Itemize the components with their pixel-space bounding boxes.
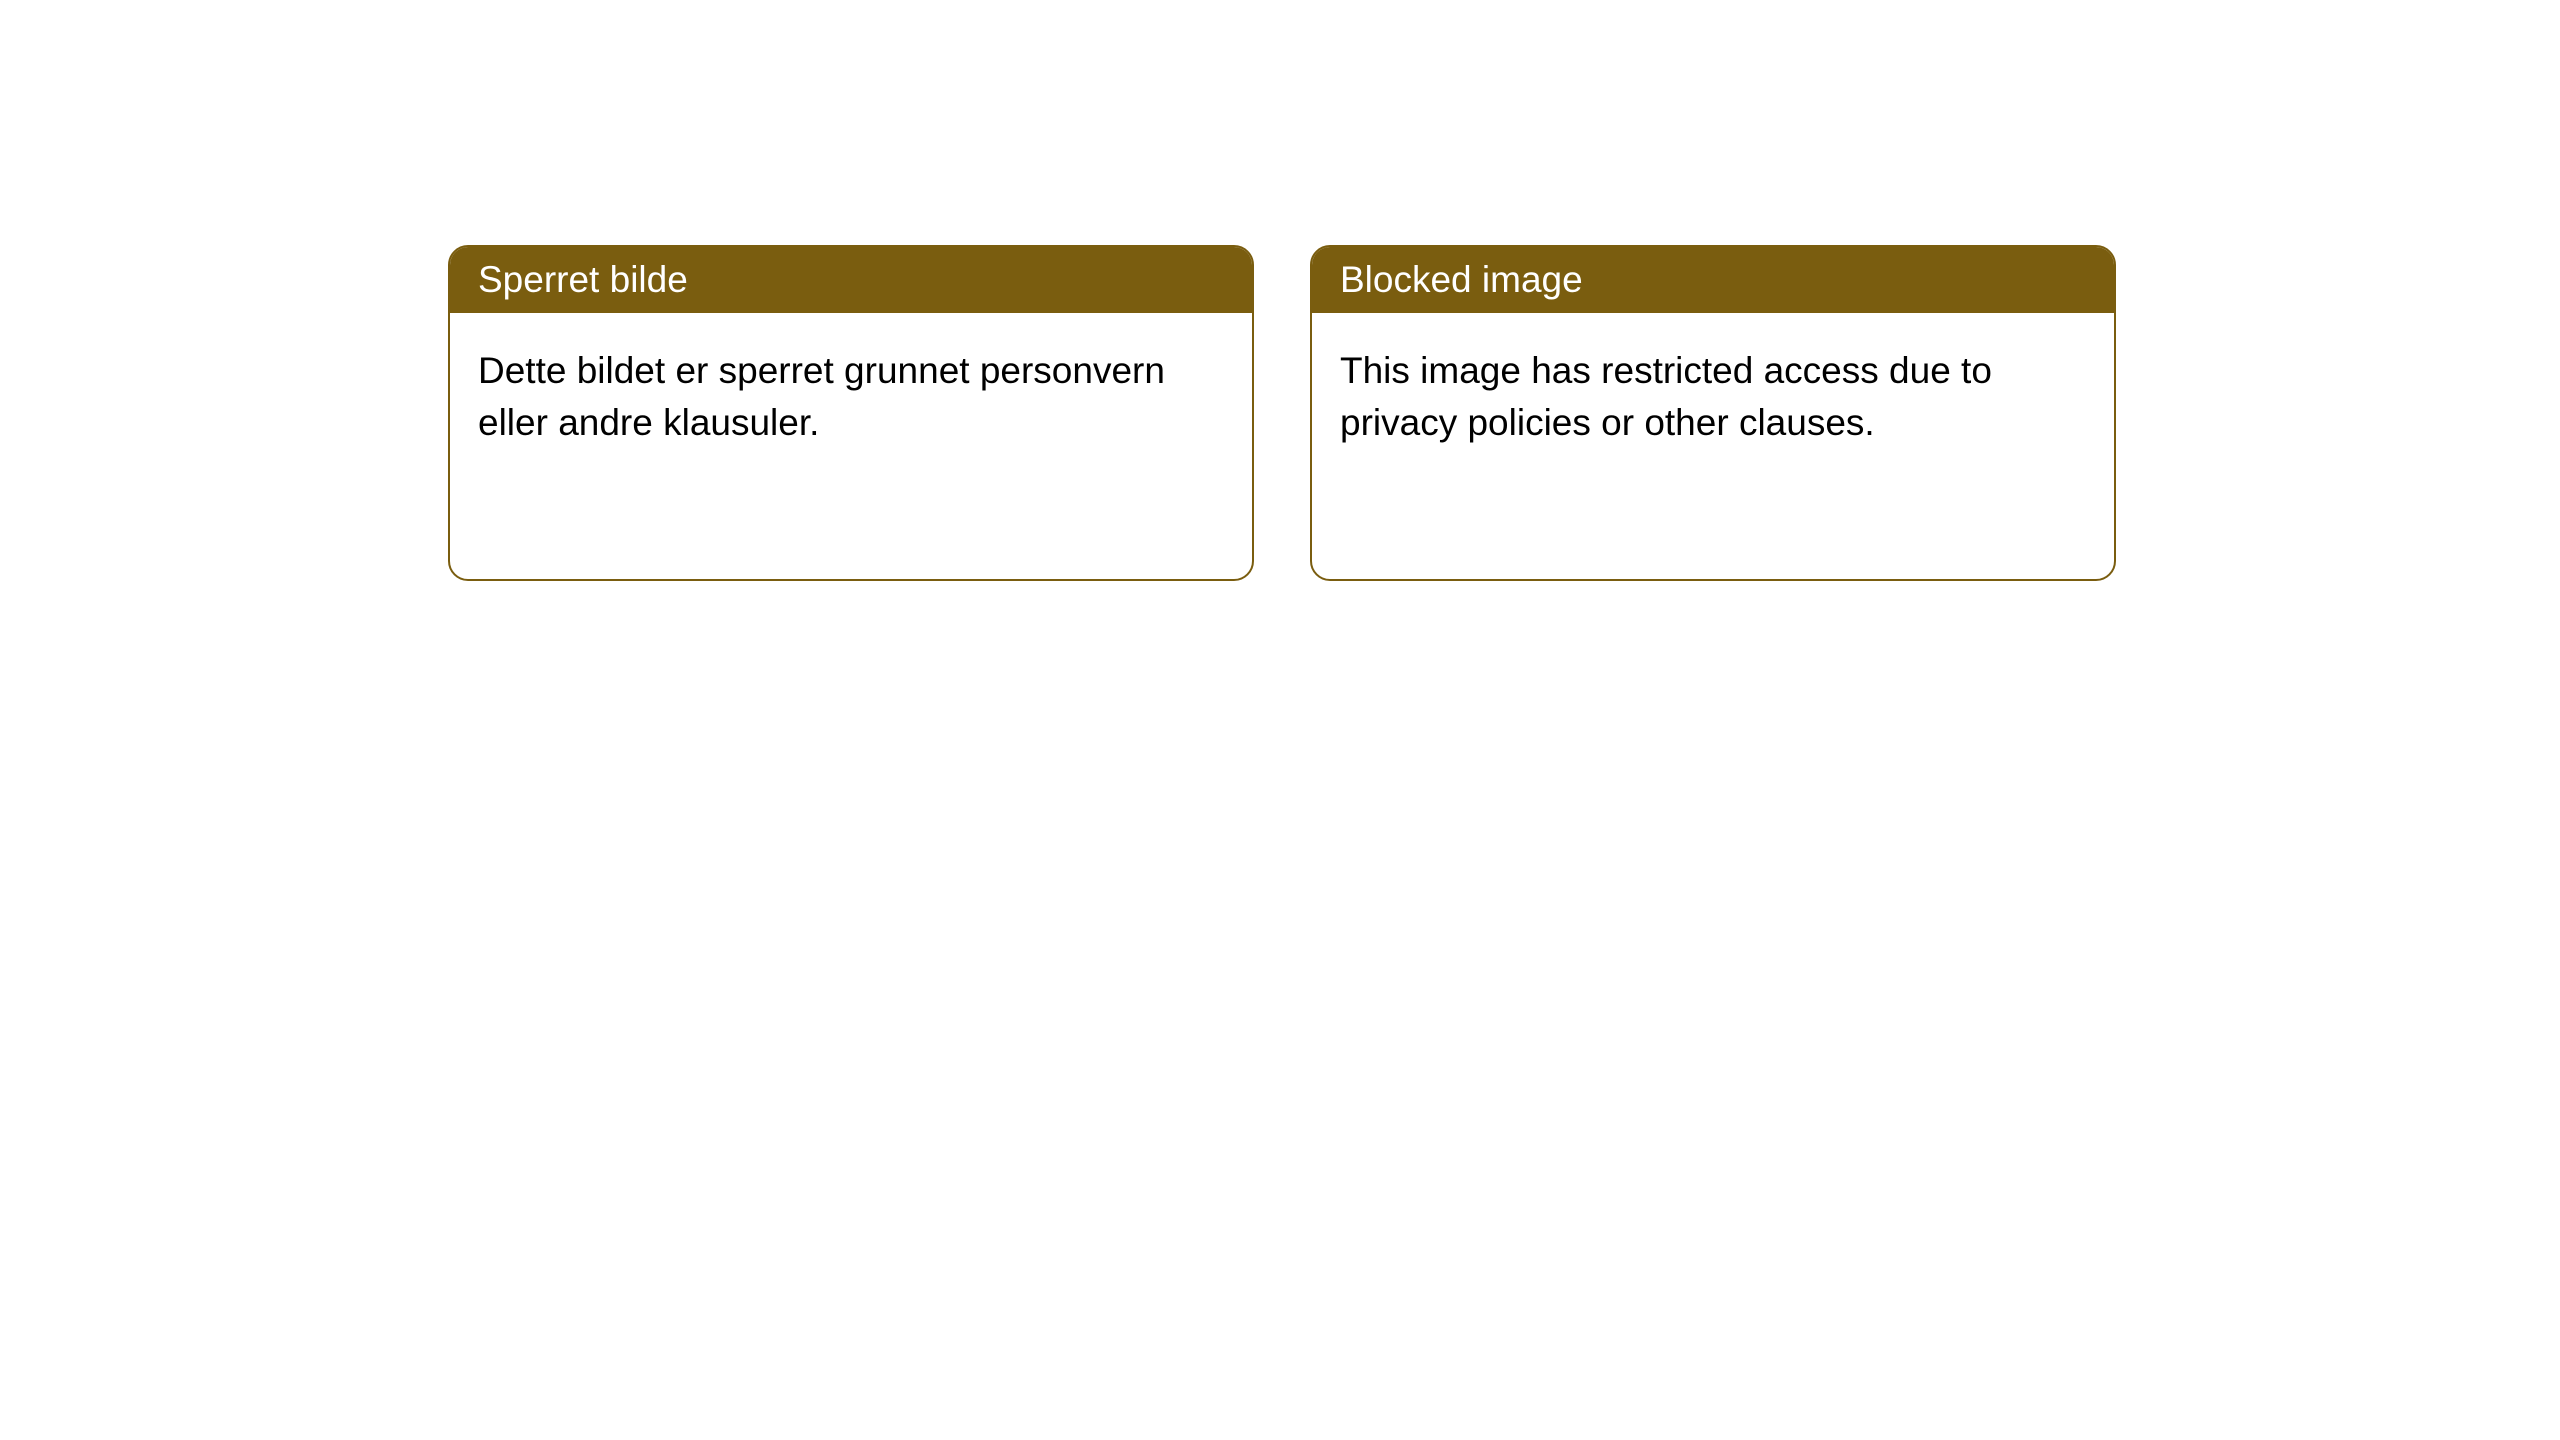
- notice-card-title: Blocked image: [1312, 247, 2114, 313]
- notice-card-title: Sperret bilde: [450, 247, 1252, 313]
- notice-card-body: This image has restricted access due to …: [1312, 313, 2114, 481]
- notice-card-norwegian: Sperret bilde Dette bildet er sperret gr…: [448, 245, 1254, 581]
- notice-card-body: Dette bildet er sperret grunnet personve…: [450, 313, 1252, 481]
- notice-container: Sperret bilde Dette bildet er sperret gr…: [448, 245, 2116, 581]
- notice-card-english: Blocked image This image has restricted …: [1310, 245, 2116, 581]
